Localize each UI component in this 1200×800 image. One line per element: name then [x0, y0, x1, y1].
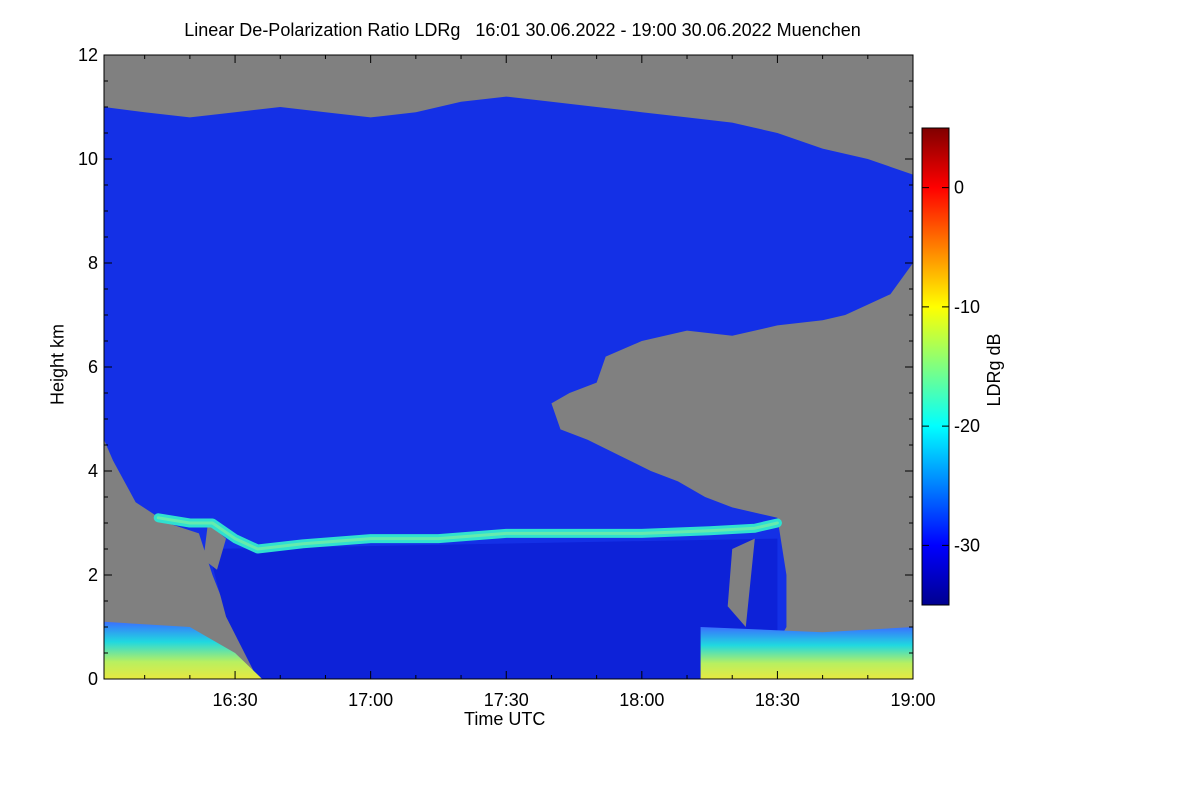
y-tick-label: 0 [88, 669, 98, 689]
surface-layer-right [700, 627, 913, 679]
colorbar-ticks: 0 -10 -20 -30 [922, 178, 980, 555]
x-axis: 16:30 17:00 17:30 18:00 18:30 19:00 [144, 55, 936, 710]
colorbar-tick-label: -10 [954, 297, 980, 317]
chart-title: Linear De-Polarization Ratio LDRg 16:01 … [184, 20, 861, 40]
y-tick-label: 10 [78, 149, 98, 169]
colorbar: 0 -10 -20 -30 LDRg dB [921, 127, 1004, 606]
gap-right [727, 538, 755, 627]
x-tick-label: 17:00 [348, 690, 393, 710]
plot-area: 16:30 17:00 17:30 18:00 18:30 19:00 0 2 4 6 8 10 12 [78, 45, 936, 710]
colorbar-tick-label: -30 [954, 535, 980, 555]
colorbar-tick-label: 0 [954, 178, 964, 198]
x-tick-label: 17:30 [484, 690, 529, 710]
x-tick-label: 18:00 [619, 690, 664, 710]
colorbar-scale [921, 127, 950, 606]
rain-region [207, 538, 778, 679]
y-axis-label: Height km [47, 323, 68, 406]
y-tick-label: 8 [88, 253, 98, 273]
gap-left [203, 523, 227, 570]
melting-layer-core [156, 516, 779, 551]
y-tick-label: 2 [88, 565, 98, 585]
y-axis: 0 2 4 6 8 10 12 [78, 45, 913, 689]
x-tick-label: 19:00 [890, 690, 935, 710]
surface-layer-left [104, 621, 263, 679]
colorbar-label: LDRg dB [984, 333, 1004, 406]
y-tick-label: 12 [78, 45, 98, 65]
y-tick-label: 4 [88, 461, 98, 481]
x-tick-label: 18:30 [755, 690, 800, 710]
colorbar-tick-label: -20 [954, 416, 980, 436]
x-axis-label: Time UTC [464, 709, 546, 729]
y-tick-label: 6 [88, 357, 98, 377]
x-tick-label: 16:30 [213, 690, 258, 710]
